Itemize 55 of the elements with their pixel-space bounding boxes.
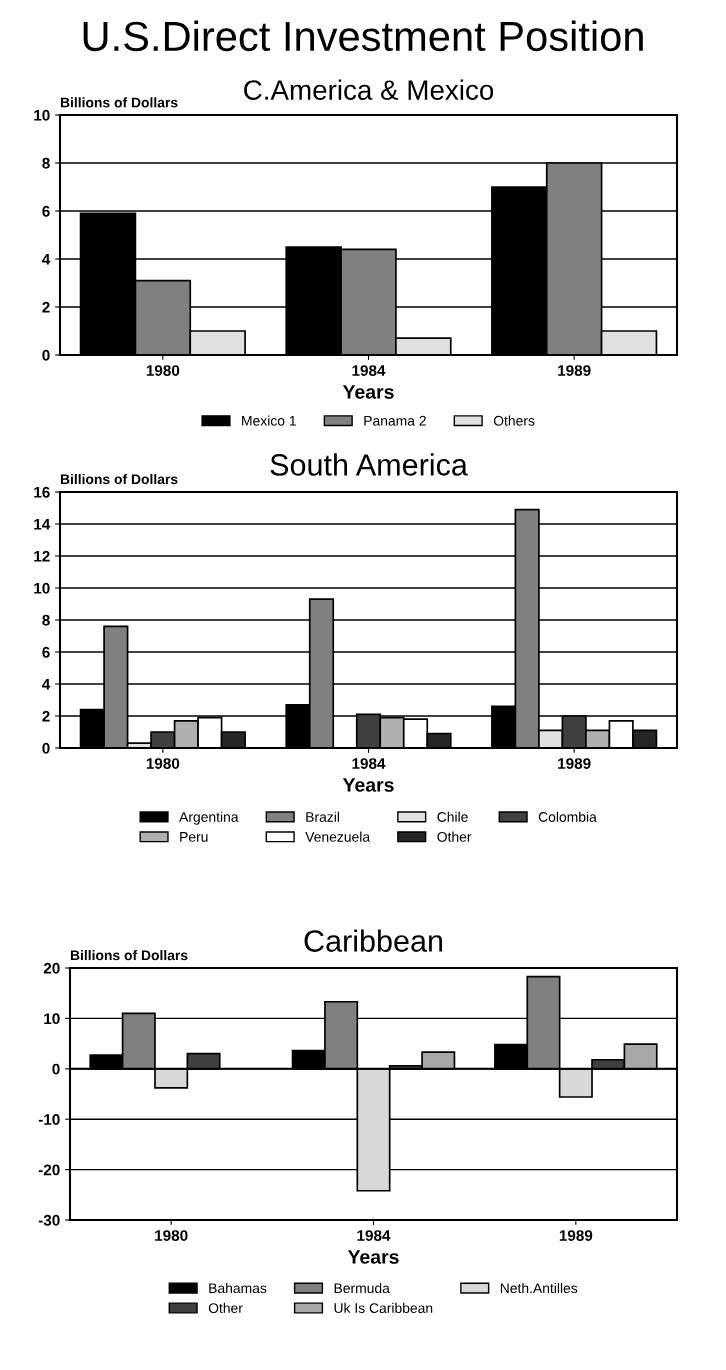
legend-label: Panama 2 — [364, 415, 426, 426]
y-tick-label: 0 — [42, 742, 50, 754]
x-tick-label: 1980 — [155, 1230, 188, 1241]
y-tick-label: 10 — [44, 1013, 60, 1025]
legend-label: Peru — [180, 832, 208, 842]
y-tick-label: 16 — [34, 486, 50, 498]
legend-label: Brazil — [306, 811, 339, 822]
y-tick-label: 8 — [42, 157, 50, 169]
legend-label: Argentina — [179, 811, 239, 825]
legend-label: Bahamas — [209, 1282, 267, 1294]
y-axis-title: Billions of Dollars — [60, 473, 178, 485]
legend-label: Other — [437, 831, 472, 842]
y-axis-title: Billions of Dollars — [70, 950, 188, 961]
y-tick-label: 2 — [42, 301, 50, 313]
y-tick-label: 2 — [42, 710, 50, 722]
x-tick-label: 1984 — [352, 758, 386, 769]
y-tick-label: 10 — [34, 109, 50, 121]
y-tick-label: 6 — [42, 205, 50, 217]
y-tick-label: 20 — [43, 962, 60, 974]
x-axis-title: Years — [347, 1250, 399, 1264]
y-tick-label: 0 — [42, 349, 50, 361]
legend-label: Bermuda — [334, 1282, 390, 1294]
chart-title: Caribbean — [304, 929, 443, 952]
y-tick-label: 6 — [42, 646, 50, 658]
x-tick-label: 1989 — [558, 758, 591, 769]
y-tick-label: 4 — [42, 254, 51, 265]
x-tick-label: 1984 — [357, 1230, 391, 1241]
chart-title: South America — [270, 453, 468, 476]
legend-label: Mexico 1 — [242, 415, 296, 426]
legend-label: Others — [493, 415, 535, 426]
y-tick-label: 14 — [34, 519, 51, 530]
y-tick-label: 8 — [42, 614, 50, 626]
legend-label: Other — [208, 1302, 243, 1313]
legend-label: Uk Is Caribbean — [334, 1302, 433, 1313]
y-tick-label: -30 — [38, 1214, 60, 1226]
x-tick-label: 1989 — [558, 365, 591, 376]
chart-title: U.S.Direct Investment Position — [83, 20, 643, 52]
x-tick-label: 1989 — [559, 1230, 593, 1241]
x-axis-title: Years — [342, 385, 394, 399]
legend-label: Chile — [437, 811, 468, 822]
legend-label: Venezuela — [305, 831, 371, 842]
chart-subtitle: C.America & Mexico — [244, 79, 494, 100]
y-tick-label: -10 — [38, 1114, 60, 1125]
x-tick-label: 1984 — [352, 365, 386, 376]
x-tick-label: 1980 — [146, 758, 180, 769]
y-axis-title: Billions of Dollars — [60, 97, 178, 108]
y-tick-label: 4 — [42, 679, 51, 690]
y-tick-label: 12 — [34, 550, 50, 562]
x-axis-title: Years — [342, 778, 394, 792]
legend-label: Neth.Antilles — [500, 1282, 578, 1294]
legend-label: Colombia — [538, 811, 597, 822]
x-tick-label: 1980 — [146, 365, 180, 376]
y-tick-label: -20 — [38, 1164, 60, 1176]
y-tick-label: 10 — [34, 582, 50, 594]
y-tick-label: 0 — [52, 1063, 60, 1075]
